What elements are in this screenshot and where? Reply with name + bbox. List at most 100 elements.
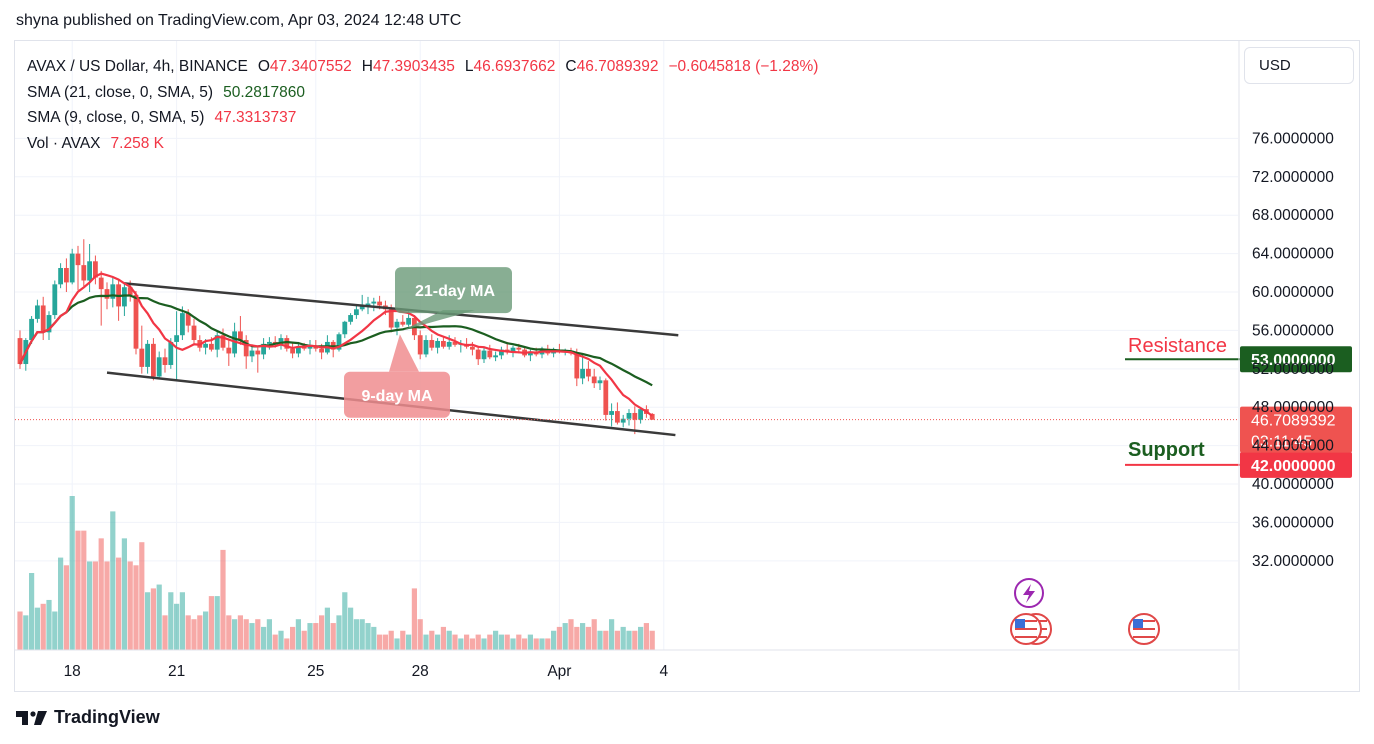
candle-body [626, 412, 632, 419]
candle [151, 338, 156, 381]
symbol-title[interactable]: AVAX / US Dollar, 4h, BINANCE [27, 58, 248, 75]
volume-bar [568, 619, 574, 650]
candle [214, 330, 220, 358]
volume-bar [423, 634, 429, 650]
candle-body [319, 348, 324, 353]
candle [342, 320, 348, 339]
tradingview-logo[interactable]: TradingView [16, 707, 160, 728]
sma9-row[interactable]: SMA (9, close, 0, SMA, 5) 47.3313737 [27, 105, 818, 131]
candle-body [446, 341, 452, 347]
candle [284, 335, 290, 352]
volume-bar [411, 588, 417, 650]
volume-label: Vol · AVAX [27, 134, 101, 152]
event-icons [1010, 578, 1160, 645]
support-price-badge [1240, 451, 1352, 478]
candle-body [354, 309, 359, 316]
currency-button[interactable]: USD [1244, 47, 1354, 84]
volume-bar [400, 630, 406, 650]
volume-row[interactable]: Vol · AVAX 7.258 K [27, 131, 818, 157]
candle-body [336, 334, 342, 350]
candle-body [481, 350, 487, 360]
chart-legend: AVAX / US Dollar, 4h, BINANCE O47.3407552… [27, 54, 818, 156]
ohlc-row: AVAX / US Dollar, 4h, BINANCE O47.3407552… [27, 58, 819, 75]
candle [243, 335, 249, 369]
volume-bar [179, 592, 185, 650]
moving-averages [19, 272, 653, 417]
sma21-row[interactable]: SMA (21, close, 0, SMA, 5) 50.2817860 [27, 80, 818, 106]
high-value: 47.3903435 [372, 58, 455, 75]
candle-body [180, 313, 185, 336]
volume-bar [290, 626, 296, 650]
candle [220, 328, 226, 351]
volume-bar [301, 630, 307, 650]
volume-bar [243, 619, 249, 650]
annotation-9-text: 9-day MA [361, 388, 433, 405]
chart-frame[interactable] [14, 40, 1360, 692]
candle-body [475, 349, 481, 360]
candle-body [220, 335, 226, 348]
price-tick-label: 64.0000000 [1252, 246, 1334, 263]
candle-body [64, 268, 69, 283]
candle-body [156, 357, 162, 377]
candle-body [191, 325, 197, 341]
last-price-badge [1240, 406, 1352, 453]
candle [93, 255, 98, 285]
candle-body [487, 350, 493, 358]
candle [116, 279, 121, 321]
volume-bar [626, 630, 632, 650]
volume-bar [545, 638, 551, 650]
candle-body [591, 376, 597, 384]
volume-bar [34, 607, 40, 650]
volume-bar [388, 630, 394, 650]
candle-body [75, 253, 81, 266]
us-economic-event-icon [1010, 613, 1042, 645]
volume-bar [203, 611, 209, 650]
sma9-line [19, 272, 653, 417]
open-value: 47.3407552 [269, 58, 352, 75]
candle [40, 296, 46, 341]
candle-body [40, 305, 46, 333]
volume-bar [232, 619, 238, 650]
candle-body [46, 315, 52, 333]
candle [336, 332, 342, 352]
candle [81, 239, 87, 287]
volume-bar [145, 592, 151, 650]
volume-bar [440, 626, 446, 650]
last-price-countdown: 03:11:45 [1251, 434, 1312, 451]
volume-bar [348, 607, 354, 650]
volume-bar [574, 626, 580, 650]
candle [435, 338, 440, 354]
candle-body [249, 350, 255, 357]
volume-bar [649, 630, 655, 650]
candle [400, 315, 406, 327]
candle [603, 378, 609, 421]
candle [296, 341, 301, 358]
volume-bar [295, 619, 301, 650]
volume-bar [452, 634, 458, 650]
volume-bar [226, 615, 232, 650]
volume-bar [266, 619, 272, 650]
candle [597, 376, 603, 390]
volume-bar [191, 619, 197, 650]
candle-body [104, 289, 110, 299]
time-tick-label: 28 [412, 663, 429, 680]
candle-body [348, 315, 353, 322]
candle-body [93, 261, 98, 278]
candle [638, 407, 643, 424]
volume-bar [52, 611, 58, 650]
candle [290, 342, 295, 359]
brand-name: TradingView [54, 707, 160, 727]
volume-bar [377, 634, 383, 650]
candle-body [278, 338, 284, 344]
sma21-line [19, 294, 653, 387]
candle-body [493, 355, 498, 358]
volume-bar [197, 615, 203, 650]
volume-bar [278, 630, 284, 650]
time-axis: 18 21 25 28 Apr 4 [15, 41, 1240, 690]
candle [493, 351, 498, 362]
time-tick-label: 18 [64, 663, 81, 680]
candle [481, 347, 487, 364]
candle-body [139, 348, 145, 367]
candle-body [238, 331, 243, 341]
